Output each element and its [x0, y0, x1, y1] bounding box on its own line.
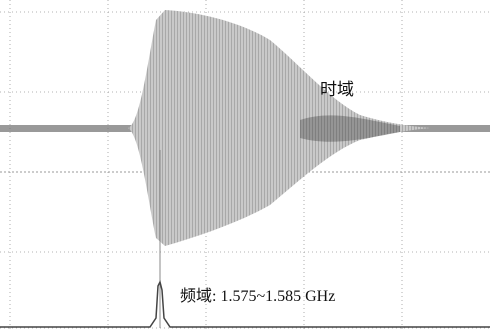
oscilloscope-screen: 时域 频域: 1.575~1.585 GHz [0, 0, 490, 331]
time-domain-label: 时域 [320, 80, 354, 99]
frequency-domain-label: 频域: 1.575~1.585 GHz [180, 287, 335, 305]
